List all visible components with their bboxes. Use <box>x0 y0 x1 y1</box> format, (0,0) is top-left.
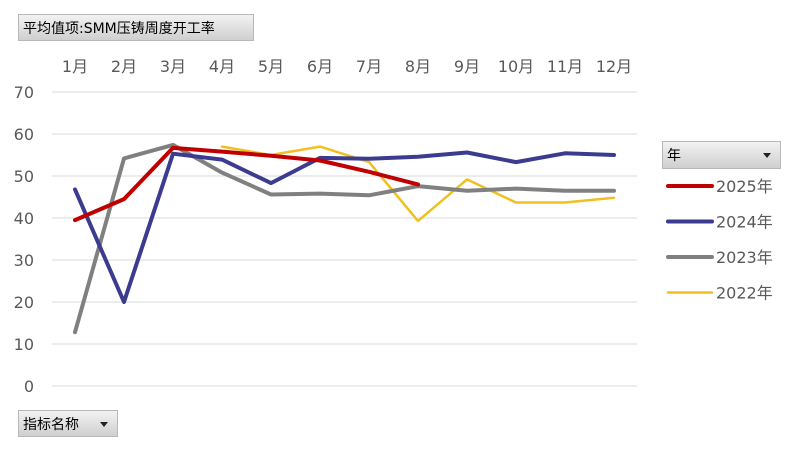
y-tick-label: 20 <box>14 293 34 312</box>
series-line-2024年 <box>73 150 616 304</box>
legend-label: 2023年 <box>716 248 773 267</box>
axis-field-button[interactable]: 指标名称 <box>18 410 118 437</box>
x-tick-label: 4月 <box>209 57 235 76</box>
x-tick-label: 2月 <box>111 57 137 76</box>
y-tick-label: 10 <box>14 335 34 354</box>
x-tick-label: 7月 <box>356 57 382 76</box>
x-tick-label: 10月 <box>498 57 534 76</box>
x-tick-label: 1月 <box>62 57 88 76</box>
chevron-down-icon[interactable] <box>100 421 108 427</box>
legend-label: 2022年 <box>716 284 773 303</box>
legend-label: 2025年 <box>716 177 773 196</box>
value-field-label: 平均值项:SMM压铸周度开工率 <box>23 20 215 37</box>
y-tick-label: 0 <box>24 377 34 396</box>
legend-label: 2024年 <box>716 213 773 232</box>
x-tick-label: 8月 <box>405 57 431 76</box>
series-line-2023年 <box>73 142 616 335</box>
y-tick-label: 50 <box>14 167 34 186</box>
value-field-button[interactable]: 平均值项:SMM压铸周度开工率 <box>18 14 254 41</box>
chevron-down-icon[interactable] <box>763 153 771 158</box>
axis-field-label: 指标名称 <box>23 416 79 433</box>
y-tick-label: 30 <box>14 251 34 270</box>
y-tick-label: 70 <box>14 83 34 102</box>
y-tick-label: 60 <box>14 125 34 144</box>
x-tick-label: 3月 <box>160 57 186 76</box>
legend-field-label: 年 <box>667 148 681 164</box>
series-line-2025年 <box>73 145 420 223</box>
series-line-2022年 <box>220 145 616 223</box>
x-tick-label: 9月 <box>454 57 480 76</box>
x-tick-label: 6月 <box>307 57 333 76</box>
x-tick-label: 11月 <box>547 57 583 76</box>
x-tick-label: 12月 <box>596 57 632 76</box>
x-tick-label: 5月 <box>258 57 284 76</box>
y-tick-label: 40 <box>14 209 34 228</box>
legend-field-button[interactable]: 年 <box>662 141 781 169</box>
